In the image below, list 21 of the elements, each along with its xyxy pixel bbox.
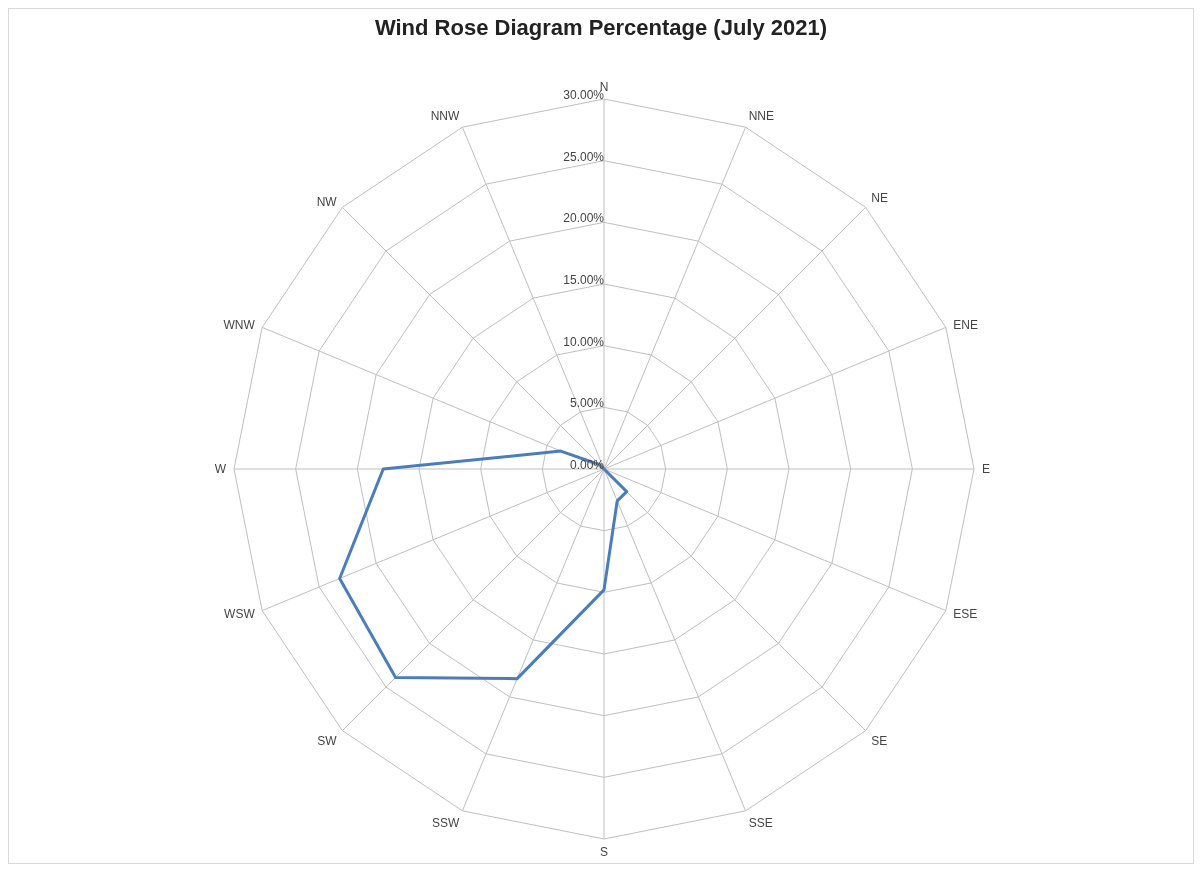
spoke-label: W [214, 462, 227, 477]
spoke-label: NNW [430, 108, 461, 123]
spoke-label: WSW [224, 606, 256, 621]
y-tick-label: 5.00% [569, 396, 605, 411]
spoke-label: ENE [953, 317, 978, 332]
spoke-label: NNE [748, 108, 774, 123]
y-tick-label: 20.00% [563, 211, 605, 226]
spoke-label: NW [316, 194, 338, 209]
y-tick-label: 25.00% [563, 149, 605, 164]
spoke-label: S [599, 844, 609, 859]
chart-title: Wind Rose Diagram Percentage (July 2021) [373, 15, 829, 41]
y-tick-label: 10.00% [563, 334, 605, 349]
y-tick-label: 15.00% [563, 273, 605, 287]
spoke-label: WNW [223, 317, 256, 332]
spoke-label: E [982, 462, 991, 477]
spoke-label: SSE [748, 815, 773, 830]
spoke-label: SE [871, 733, 888, 748]
spoke-label: SW [317, 733, 338, 748]
spoke-label: ESE [953, 606, 978, 621]
spoke-label: SSW [432, 815, 461, 830]
spoke-label: NE [871, 190, 888, 205]
